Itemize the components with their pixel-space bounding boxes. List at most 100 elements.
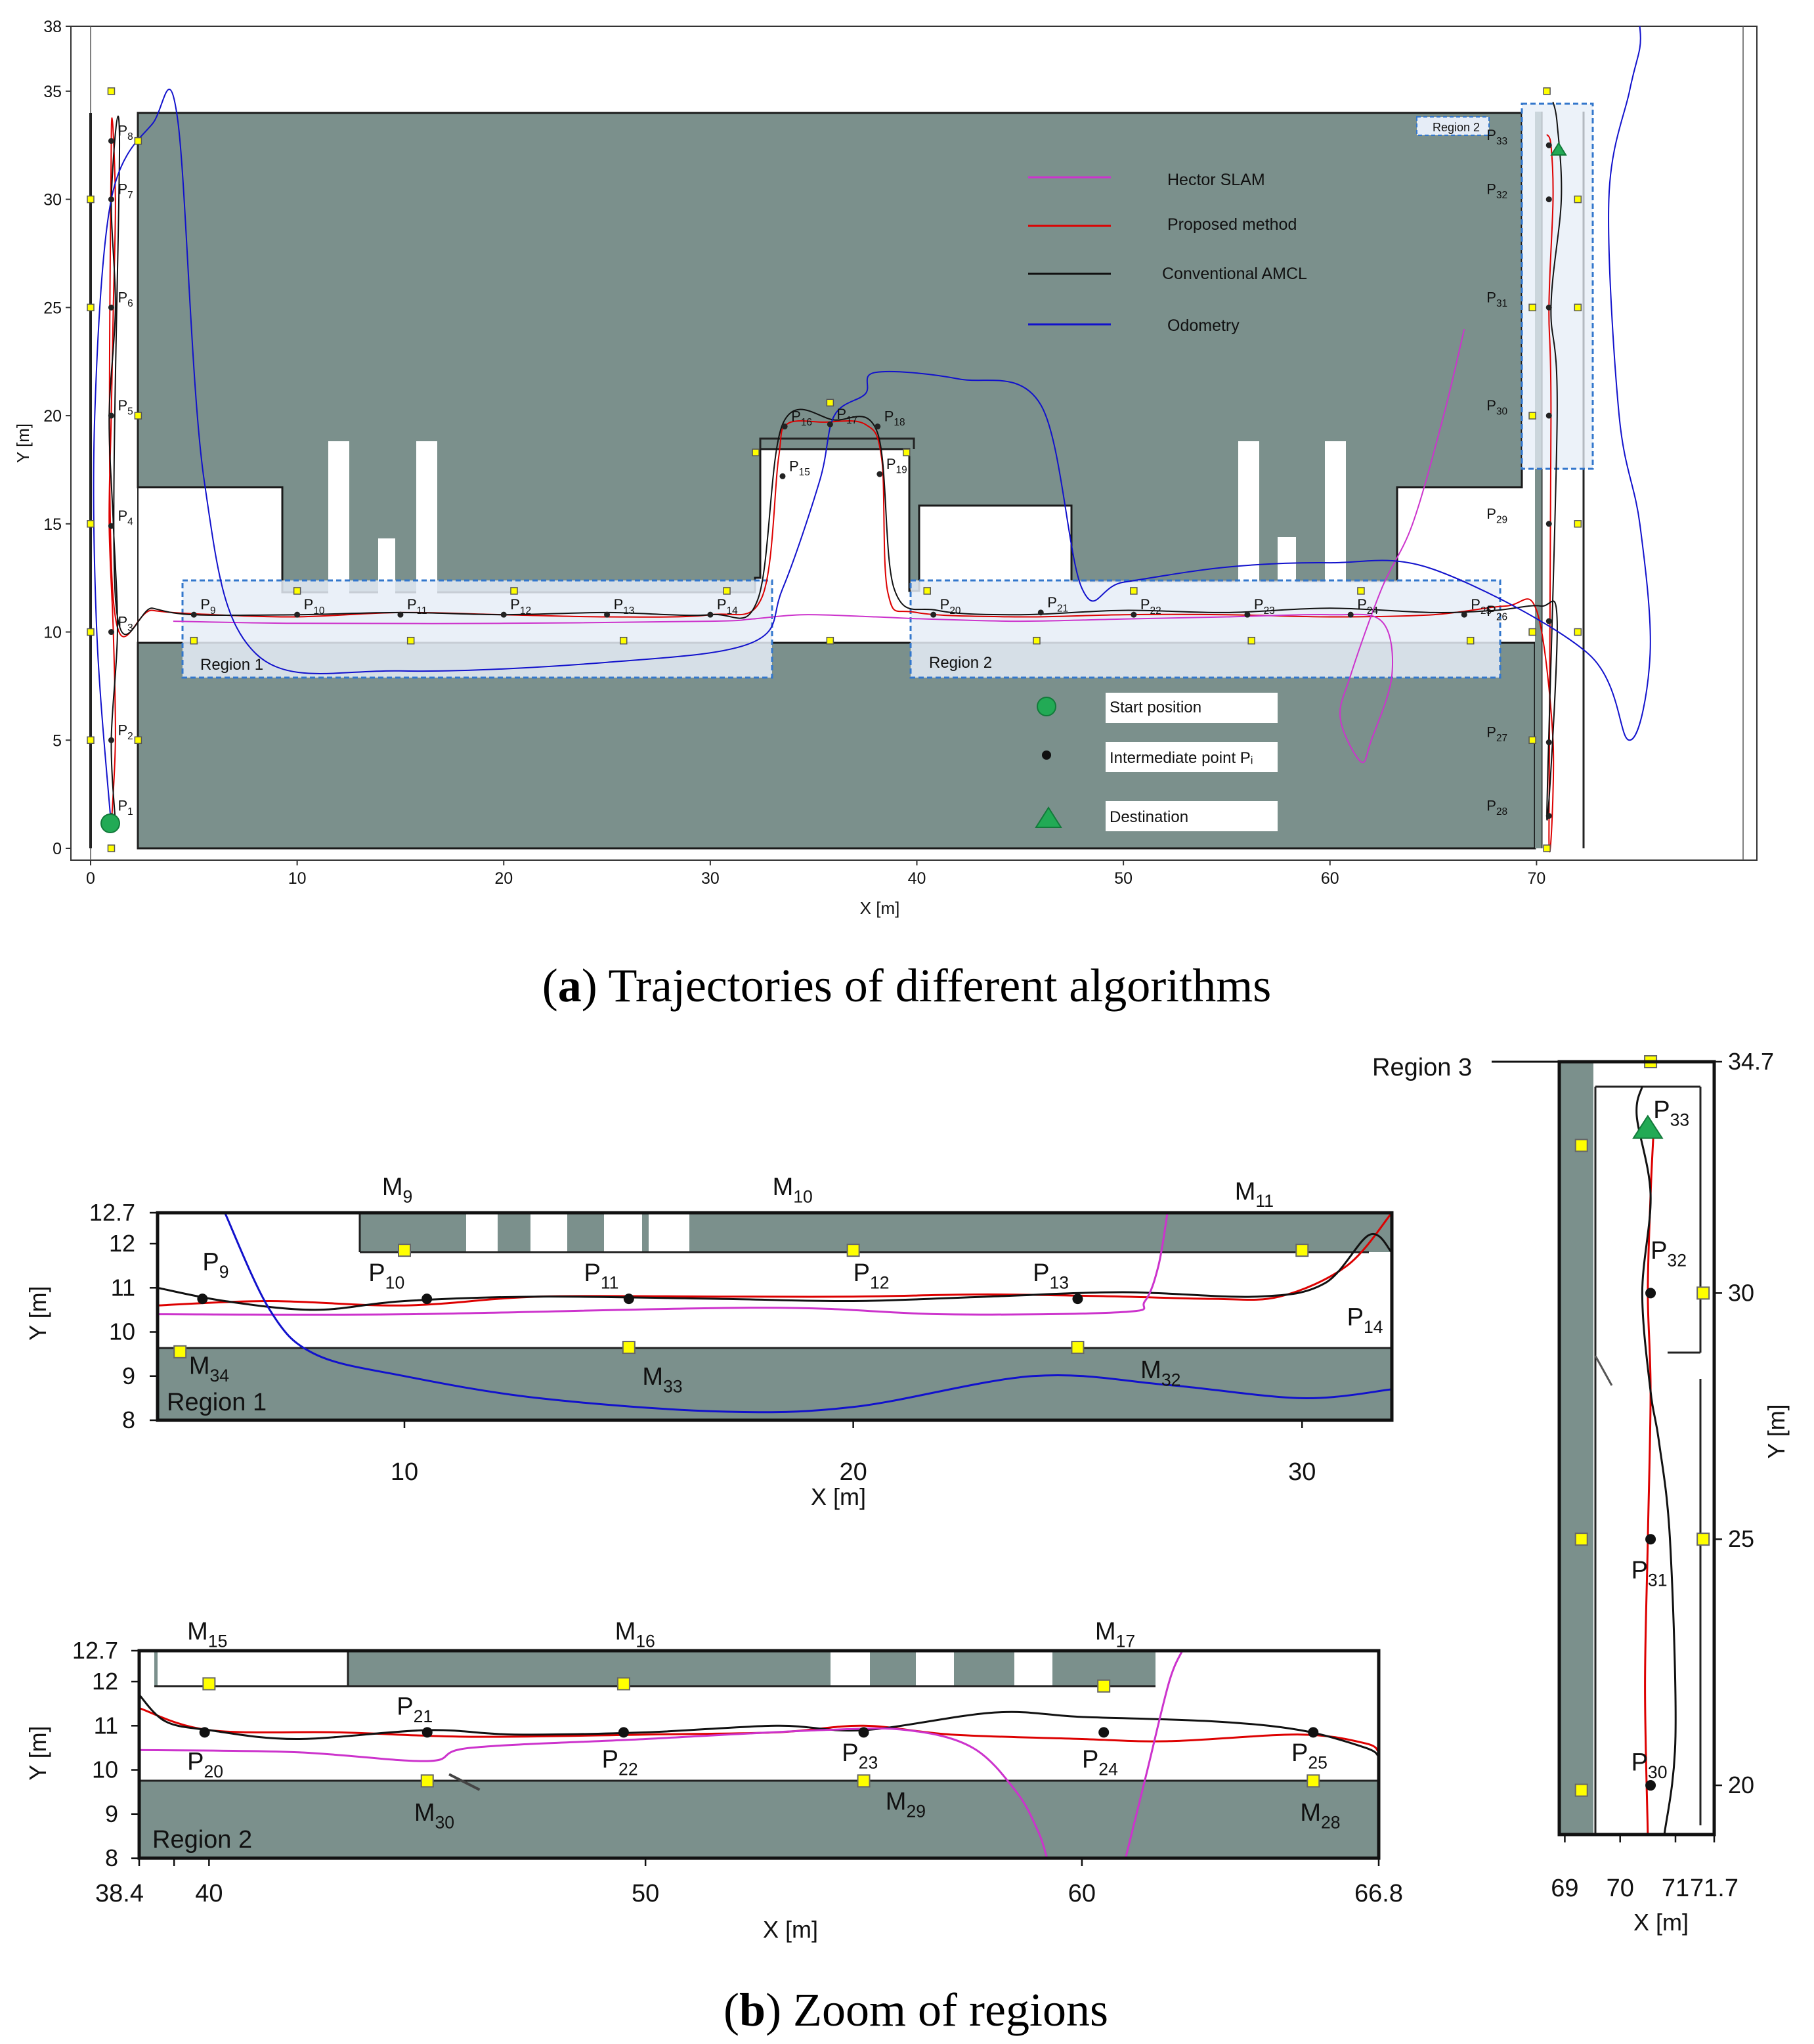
intermediate-point [707, 611, 714, 618]
region-1-point-label: P9 [202, 1248, 228, 1281]
panel-a-ytick-label: 30 [43, 191, 62, 209]
region-3-ytick-label: 34.7 [1728, 1048, 1774, 1075]
panel-a-ytick-label: 15 [43, 515, 62, 534]
region-2-trajectories [139, 1651, 1379, 1858]
region-1-marker-label: M11 [1235, 1178, 1274, 1211]
panel-a-ytick-label: 5 [53, 731, 62, 750]
region-1-point [197, 1294, 208, 1305]
landmark-marker [1528, 628, 1536, 636]
region-1-point [623, 1294, 634, 1305]
region-1-marker-label: M34 [189, 1352, 229, 1385]
intermediate-point [1244, 611, 1251, 618]
intermediate-point [930, 611, 937, 618]
region-1-marker [846, 1244, 860, 1257]
landmark-marker [1528, 736, 1536, 745]
landmark-marker [1466, 636, 1475, 645]
region-2-point-label: P20 [187, 1749, 223, 1781]
region-3-point-label: P30 [1631, 1749, 1668, 1782]
landmark-marker [107, 87, 116, 95]
region-1-series-conventional-amcl [158, 1232, 1392, 1311]
region-2-label: Region 2 [929, 654, 992, 672]
region-2-marker-label: M30 [414, 1799, 454, 1832]
intermediate-point [876, 471, 883, 477]
region-2-series-conventional-amcl [139, 1694, 1379, 1758]
region-2-xtick-label: 40 [195, 1880, 223, 1907]
region-2-xtick-label: 60 [1068, 1880, 1096, 1907]
region-1-marker-label: M10 [773, 1173, 813, 1206]
landmark-marker [1574, 195, 1582, 204]
panel-a-ytick-label: 10 [43, 624, 62, 642]
region-1-point-label: P11 [584, 1259, 618, 1292]
region-2-marker [420, 1774, 434, 1788]
landmark-marker [903, 448, 911, 456]
region-1-point-label: P14 [1347, 1303, 1383, 1336]
region-2-box [909, 579, 1501, 679]
region-3-point-label: P33 [1653, 1097, 1689, 1129]
landmark-marker [1357, 587, 1365, 595]
panel-a-ytick-label: 35 [43, 83, 62, 101]
landmark-marker [619, 636, 628, 645]
region-3-xtick-label: 71 [1662, 1875, 1689, 1902]
legend-label-destination: Destination [1110, 808, 1188, 826]
point-label-p22: P22 [1140, 596, 1161, 617]
region-1-point-label: P12 [853, 1259, 890, 1292]
panel-a-series-hector-slam [173, 329, 1465, 764]
region-1-marker-label: M32 [1140, 1357, 1180, 1389]
landmark-marker [1574, 303, 1582, 312]
region-2-point-label: P22 [602, 1746, 638, 1779]
region-2-point [618, 1727, 629, 1738]
region-3-marker [1574, 1533, 1588, 1546]
intermediate-point [108, 304, 114, 311]
region-2-marker-label: M16 [615, 1618, 655, 1651]
landmark-marker [1528, 412, 1536, 420]
intermediate-point [827, 421, 833, 427]
intermediate-point [1545, 739, 1552, 746]
landmark-marker [1033, 636, 1041, 645]
region-1-marker [1071, 1341, 1085, 1355]
point-label-p32: P32 [1486, 181, 1507, 202]
landmark-marker [293, 587, 301, 595]
intermediate-point [1131, 611, 1137, 618]
region-3-label-b: Region 3 [1372, 1054, 1472, 1081]
legend-point-icon [1042, 750, 1051, 760]
intermediate-point [500, 611, 507, 618]
region-2-wall-debris [448, 1773, 481, 1791]
intermediate-point [397, 611, 404, 618]
region-2-marker [616, 1677, 630, 1691]
region-3-marker [1574, 1783, 1588, 1797]
point-label-p31: P31 [1486, 289, 1507, 309]
region-3-ytick-label: 30 [1728, 1279, 1754, 1306]
panel-a-xtick-label: 40 [908, 869, 926, 888]
point-label-p13: P13 [614, 596, 635, 617]
region-3-ytick-label: 25 [1728, 1525, 1754, 1552]
panel-a-xtick-label: 0 [86, 869, 95, 888]
legend-start-icon [1037, 697, 1056, 716]
region-1-frame [156, 1211, 1394, 1422]
landmark-marker [1130, 587, 1138, 595]
region-2-point-label: P23 [842, 1739, 878, 1772]
region-3-point [1645, 1288, 1656, 1299]
legend-label-odometry: Odometry [1167, 316, 1240, 335]
point-label-p2: P2 [118, 722, 133, 742]
region-2-marker [857, 1774, 871, 1788]
point-label-p17: P17 [836, 406, 857, 426]
region-2-ytick-label: 11 [94, 1712, 118, 1739]
point-label-p8: P8 [118, 123, 133, 143]
region-3-marker [1696, 1286, 1710, 1300]
panel-a-series-conventional-amcl [108, 102, 1563, 823]
point-label-p29: P29 [1486, 506, 1507, 526]
point-label-p24: P24 [1357, 596, 1378, 617]
landmark-marker [1574, 520, 1582, 528]
legend-destination-icon [1035, 806, 1062, 828]
point-label-p33: P33 [1486, 127, 1507, 147]
landmark-marker [87, 520, 95, 528]
panel-a-xtick-label: 10 [288, 869, 307, 888]
region-2-points: P20 P21 P22 P23 P24 P25 M15 M16 M17 M30 M29 M28 [187, 1618, 1340, 1832]
region-3-ylabel: Y [m] [1763, 1404, 1790, 1458]
region-2-marker [1097, 1679, 1111, 1693]
region-1-ticks: 10 20 30 12.7 12 11 10 9 8 [89, 1199, 1316, 1486]
intermediate-point [781, 424, 788, 430]
intermediate-point [1545, 412, 1552, 419]
panel-a-caption: (a) Trajectories of different algorithms [542, 959, 1271, 1012]
region-2-frame [137, 1649, 1381, 1860]
